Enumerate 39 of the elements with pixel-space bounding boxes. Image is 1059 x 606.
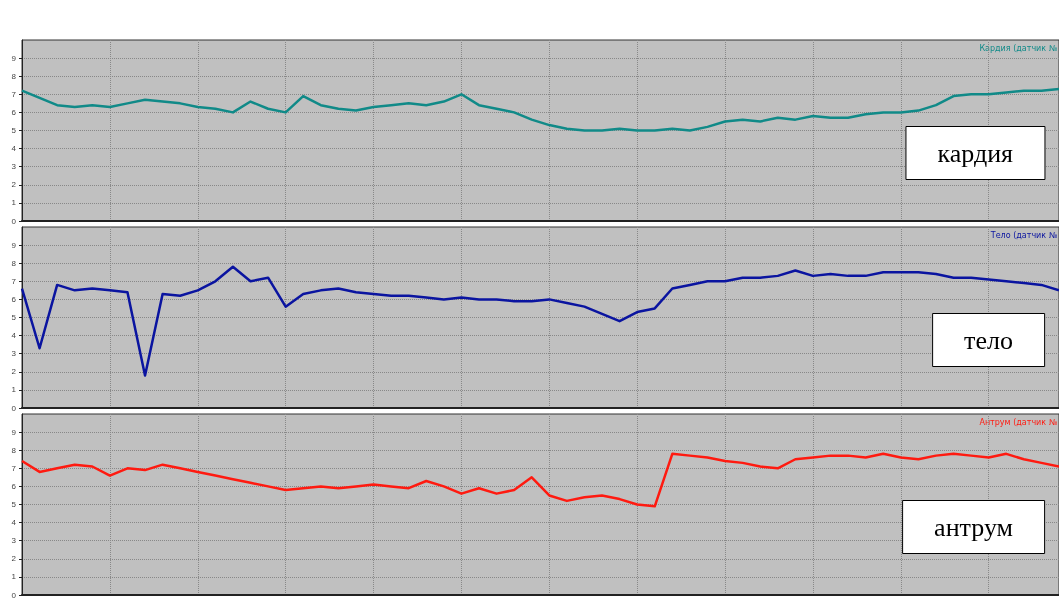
- y-tick-label: 6: [11, 481, 17, 491]
- y-tick-label: 9: [11, 53, 17, 63]
- annotation: Кардия (датчик №: [979, 43, 1058, 53]
- text: кардия: [937, 138, 1014, 168]
- y-tick-label: 6: [11, 294, 17, 304]
- line-series: [20, 87, 1059, 132]
- y-tick-label: 7: [11, 463, 17, 473]
- y-tick-label: 3: [11, 536, 17, 546]
- y-tick-label: 1: [11, 198, 17, 208]
- y-tick-label: 4: [11, 518, 17, 528]
- y-tick-label: 4: [11, 331, 17, 341]
- line-series: [20, 265, 1059, 377]
- y-tick-label: 5: [11, 126, 17, 135]
- annotation: Антрум (датчик №: [979, 417, 1058, 427]
- y-tick-label: 8: [11, 71, 17, 81]
- y-tick-label: 2: [11, 554, 17, 564]
- text: тело: [964, 325, 1014, 355]
- y-tick-label: 5: [11, 313, 17, 322]
- y-tick-label: 0: [11, 590, 17, 600]
- annotation: Тело (датчик №: [989, 230, 1058, 240]
- y-tick-label: 6: [11, 107, 17, 117]
- y-tick-label: 8: [11, 445, 17, 455]
- y-tick-label: 9: [11, 427, 17, 437]
- line-series: [20, 452, 1059, 508]
- y-tick-label: 3: [11, 162, 17, 172]
- y-tick-label: 7: [11, 276, 17, 286]
- y-tick-label: 0: [11, 216, 17, 226]
- y-tick-label: 7: [11, 89, 17, 99]
- y-tick-label: 5: [11, 500, 17, 509]
- y-tick-label: 8: [11, 258, 17, 268]
- y-tick-label: 9: [11, 240, 17, 250]
- y-tick-label: 4: [11, 144, 17, 154]
- y-tick-label: 1: [11, 385, 17, 395]
- y-tick-label: 2: [11, 180, 17, 190]
- y-tick-label: 3: [11, 349, 17, 359]
- text: антрум: [934, 512, 1013, 542]
- y-tick-label: 2: [11, 367, 17, 377]
- y-tick-label: 1: [11, 572, 17, 582]
- y-tick-label: 0: [11, 403, 17, 413]
